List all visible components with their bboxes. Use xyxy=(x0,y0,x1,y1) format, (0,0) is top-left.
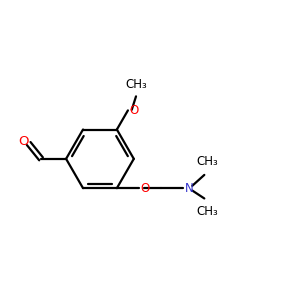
Text: O: O xyxy=(19,135,29,148)
Text: CH₃: CH₃ xyxy=(125,78,147,91)
Text: O: O xyxy=(129,104,138,117)
Text: N: N xyxy=(185,182,194,195)
Text: CH₃: CH₃ xyxy=(196,205,218,218)
Text: CH₃: CH₃ xyxy=(196,155,218,168)
Text: O: O xyxy=(140,182,149,195)
